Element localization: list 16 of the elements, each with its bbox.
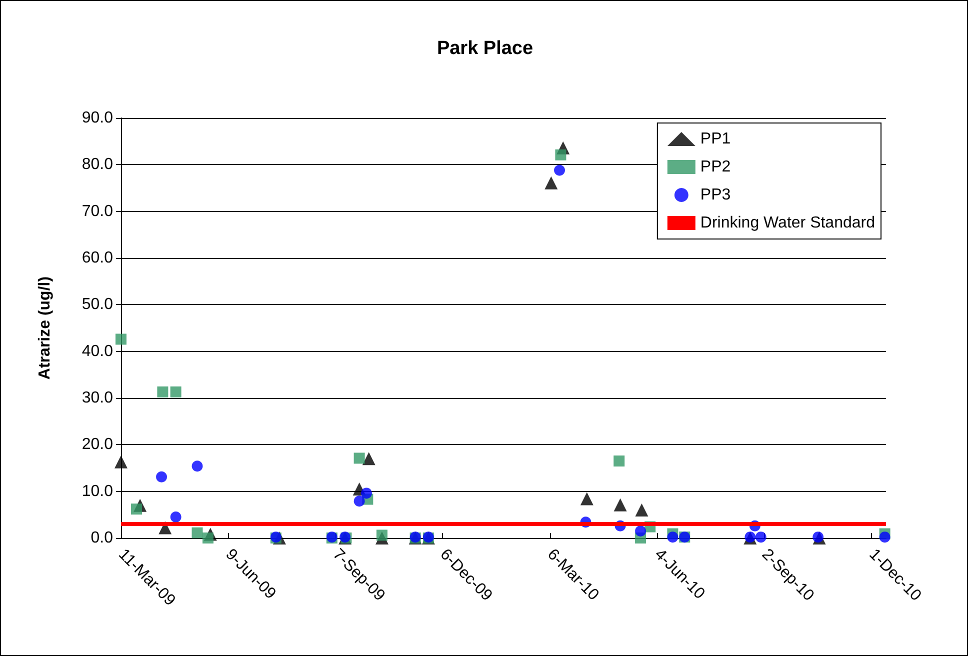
legend-label: PP3: [700, 186, 731, 204]
y-tick-label: 40.0: [82, 342, 114, 360]
legend-label: Drinking Water Standard: [700, 214, 875, 232]
y-tick-label: 10.0: [82, 482, 114, 500]
y-axis-title: Atrarize (ug/l): [36, 276, 54, 380]
y-tick-label: 20.0: [82, 436, 114, 454]
y-tick-label: 80.0: [82, 156, 114, 174]
y-tick-label: 90.0: [82, 110, 114, 126]
y-tick-label: 70.0: [82, 202, 114, 220]
y-tick-label: 30.0: [82, 390, 114, 406]
y-tick-label: 50.0: [82, 296, 114, 314]
legend-label: PP2: [700, 158, 731, 176]
y-tick-label: 0.0: [90, 530, 114, 546]
legend-label: PP1: [700, 130, 731, 148]
chart-title: Park Place: [436, 38, 534, 59]
y-tick-label: 60.0: [82, 250, 114, 266]
